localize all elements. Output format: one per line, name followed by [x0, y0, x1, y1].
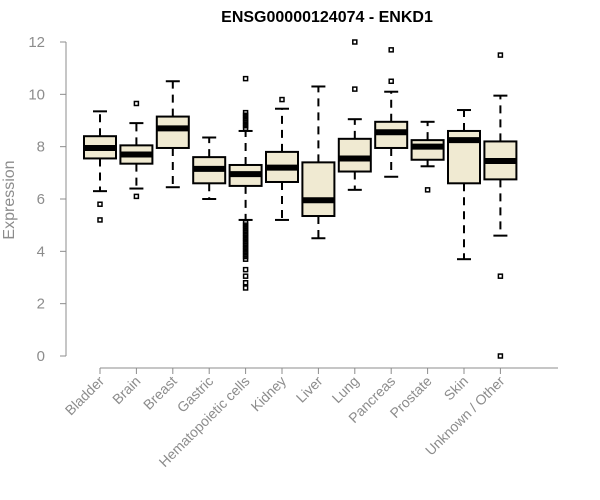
outlier-point: [388, 78, 394, 84]
iqr-box: [155, 115, 190, 149]
outlier-point: [97, 217, 103, 223]
outlier-point: [133, 100, 140, 107]
plot-area: [83, 39, 518, 359]
chart-title: ENSG00000124074 - ENKD1: [221, 9, 433, 26]
outlier-point: [497, 273, 504, 279]
box-group: [374, 47, 409, 178]
box-group: [265, 96, 299, 221]
outlier-point: [352, 39, 358, 45]
y-tick-label: 0: [37, 348, 45, 365]
y-axis: 0 2 4 6 8 10 12: [28, 34, 67, 365]
box-group: [447, 109, 481, 261]
outlier-point: [242, 285, 249, 291]
x-tick-label: Liver: [293, 373, 326, 406]
iqr-box: [301, 161, 336, 218]
box-group: [337, 39, 372, 191]
outlier-point: [242, 75, 249, 82]
box-group: [83, 110, 117, 223]
x-tick-label: Kidney: [248, 373, 290, 415]
box-group: [192, 136, 227, 200]
iqr-box: [410, 139, 445, 161]
iqr-box: [337, 137, 372, 173]
outlier-point: [242, 266, 249, 273]
x-tick-label: Brain: [109, 373, 143, 407]
box-group: [301, 85, 336, 240]
outlier-point: [352, 86, 358, 92]
box-group: [410, 120, 445, 193]
outlier-point: [388, 47, 394, 53]
outlier-point: [424, 187, 431, 193]
x-tick-label: Skin: [441, 373, 472, 404]
outlier-point: [497, 52, 504, 58]
x-tick-label: Lung: [329, 373, 362, 406]
x-tick-label: Breast: [140, 373, 180, 413]
outlier-point: [97, 201, 103, 207]
x-tick-label: Bladder: [62, 373, 108, 419]
y-tick-label: 2: [37, 296, 45, 313]
y-axis-label: Expression: [1, 160, 18, 239]
box-group: [119, 100, 154, 200]
y-tick-label: 10: [28, 86, 45, 103]
y-tick-label: 6: [37, 191, 45, 208]
outlier-point: [242, 256, 249, 262]
outlier-point: [279, 96, 285, 103]
y-tick-label: 8: [37, 139, 45, 156]
outlier-point: [242, 125, 249, 132]
box-group: [155, 80, 190, 189]
outlier-point: [242, 273, 249, 279]
outlier-point: [242, 279, 249, 286]
outlier-point: [133, 193, 140, 200]
box-group: [483, 52, 518, 359]
y-tick-label: 4: [37, 243, 45, 260]
box-group: [228, 75, 263, 291]
y-tick-label: 12: [28, 34, 45, 51]
outlier-point: [497, 353, 504, 359]
